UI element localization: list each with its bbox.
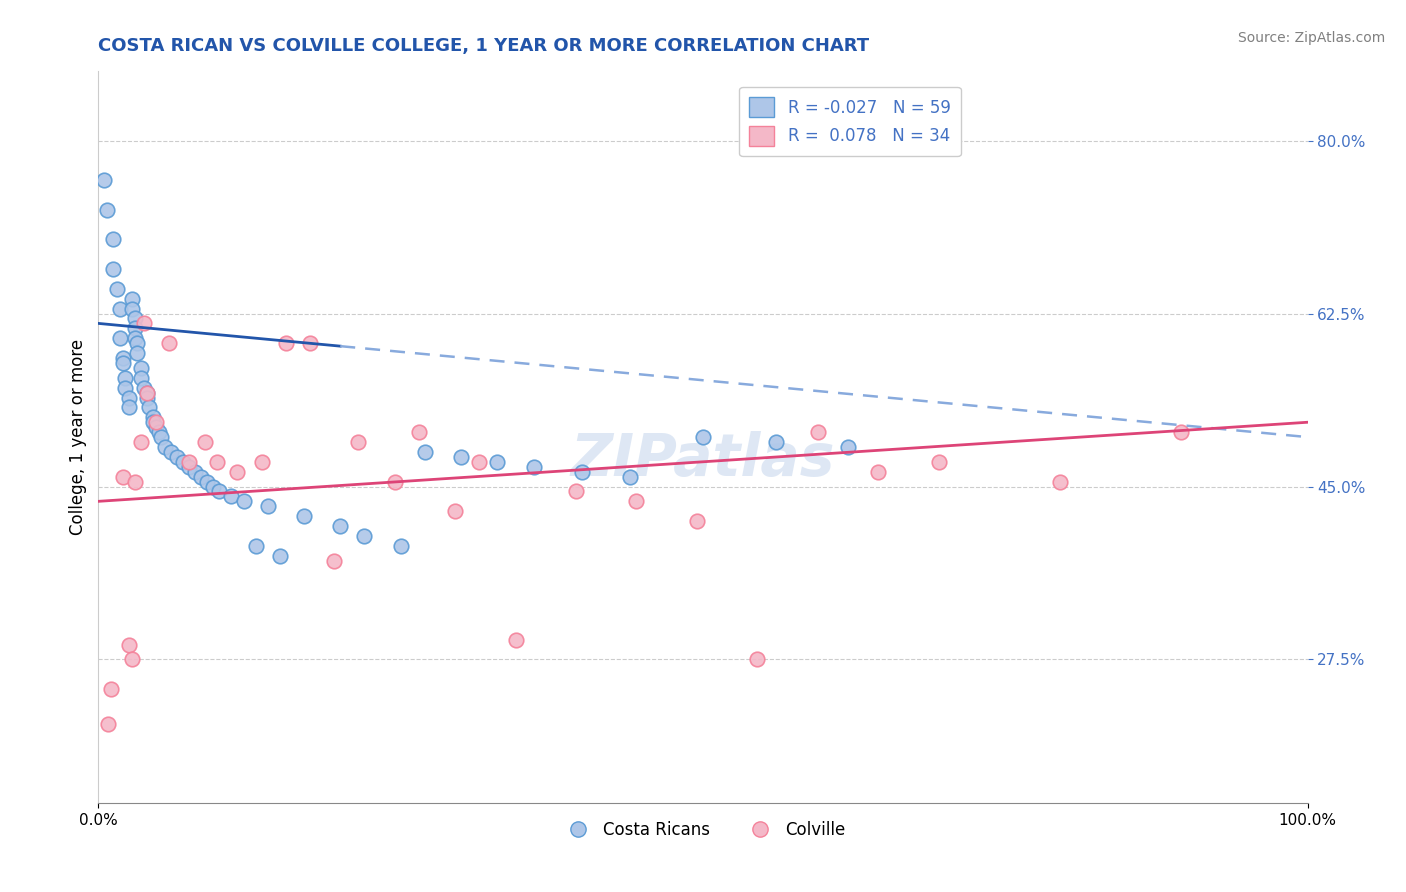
Legend: Costa Ricans, Colville: Costa Ricans, Colville xyxy=(554,814,852,846)
Point xyxy=(353,529,375,543)
Text: Source: ZipAtlas.com: Source: ZipAtlas.com xyxy=(1237,31,1385,45)
Point xyxy=(145,415,167,429)
Point xyxy=(121,301,143,316)
Point xyxy=(323,554,346,568)
Point xyxy=(108,301,131,316)
Point xyxy=(347,435,370,450)
Point xyxy=(619,469,641,483)
Point xyxy=(129,360,152,375)
Point xyxy=(160,445,183,459)
Point xyxy=(96,202,118,217)
Point xyxy=(111,469,134,483)
Point xyxy=(505,632,527,647)
Point xyxy=(179,459,201,474)
Point xyxy=(389,539,412,553)
Point xyxy=(269,549,291,563)
Point xyxy=(190,469,212,483)
Point xyxy=(468,455,491,469)
Point xyxy=(124,311,146,326)
Point xyxy=(626,494,648,508)
Point xyxy=(868,465,890,479)
Point xyxy=(118,638,141,652)
Point xyxy=(114,381,136,395)
Point xyxy=(444,504,467,518)
Point xyxy=(121,652,143,666)
Point xyxy=(1049,475,1071,489)
Point xyxy=(134,317,156,331)
Point xyxy=(135,391,157,405)
Point xyxy=(413,445,436,459)
Point xyxy=(124,321,146,335)
Point xyxy=(111,351,134,365)
Point xyxy=(118,401,141,415)
Point xyxy=(765,435,787,450)
Point xyxy=(135,385,157,400)
Point xyxy=(692,430,714,444)
Point xyxy=(97,716,120,731)
Point xyxy=(195,475,218,489)
Point xyxy=(837,440,859,454)
Point xyxy=(384,475,406,489)
Point xyxy=(226,465,249,479)
Point xyxy=(172,455,194,469)
Point xyxy=(245,539,267,553)
Point xyxy=(142,415,165,429)
Point xyxy=(105,282,128,296)
Point xyxy=(179,455,201,469)
Point xyxy=(205,455,228,469)
Point xyxy=(101,262,124,277)
Point xyxy=(523,459,546,474)
Point xyxy=(108,331,131,345)
Point xyxy=(221,489,243,503)
Point xyxy=(747,652,769,666)
Point xyxy=(565,484,588,499)
Point xyxy=(232,494,254,508)
Point xyxy=(807,425,830,439)
Point xyxy=(571,465,593,479)
Point xyxy=(138,401,160,415)
Point xyxy=(129,435,152,450)
Point xyxy=(142,410,165,425)
Point xyxy=(101,232,124,246)
Point xyxy=(145,420,167,434)
Point xyxy=(256,500,278,514)
Point xyxy=(93,173,115,187)
Point xyxy=(299,336,322,351)
Point xyxy=(292,509,315,524)
Point xyxy=(329,519,352,533)
Point xyxy=(129,371,152,385)
Point xyxy=(148,425,170,439)
Point xyxy=(153,440,176,454)
Text: COSTA RICAN VS COLVILLE COLLEGE, 1 YEAR OR MORE CORRELATION CHART: COSTA RICAN VS COLVILLE COLLEGE, 1 YEAR … xyxy=(98,37,869,54)
Point xyxy=(114,371,136,385)
Point xyxy=(194,435,217,450)
Point xyxy=(100,682,122,697)
Point xyxy=(150,430,173,444)
Point xyxy=(274,336,297,351)
Point xyxy=(111,356,134,370)
Point xyxy=(135,385,157,400)
Point xyxy=(166,450,188,464)
Text: ZIPatlas: ZIPatlas xyxy=(571,431,835,488)
Point xyxy=(157,336,180,351)
Point xyxy=(127,346,149,360)
Point xyxy=(408,425,430,439)
Point xyxy=(124,331,146,345)
Point xyxy=(208,484,231,499)
Point xyxy=(134,381,156,395)
Point xyxy=(928,455,950,469)
Point xyxy=(124,475,146,489)
Point xyxy=(202,479,225,493)
Point xyxy=(118,391,141,405)
Point xyxy=(486,455,509,469)
Point xyxy=(450,450,472,464)
Point xyxy=(1170,425,1192,439)
Point xyxy=(184,465,207,479)
Point xyxy=(127,336,149,351)
Point xyxy=(121,292,143,306)
Y-axis label: College, 1 year or more: College, 1 year or more xyxy=(69,339,87,535)
Point xyxy=(250,455,273,469)
Point xyxy=(686,514,709,528)
